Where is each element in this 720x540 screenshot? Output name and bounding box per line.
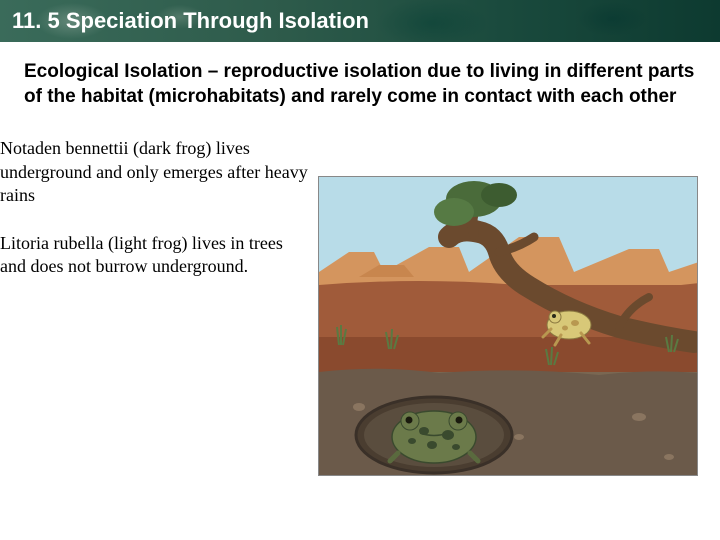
slide-header: 11. 5 Speciation Through Isolation [0,0,720,42]
habitat-svg [319,177,698,476]
definition-text: Ecological Isolation – reproductive isol… [24,60,696,109]
slide-title: 11. 5 Speciation Through Isolation [12,8,369,34]
habitat-illustration [318,176,698,476]
species-2-description: Litoria rubella (light frog) lives in tr… [0,232,310,279]
species-1-description: Notaden bennettii (dark frog) lives unde… [0,137,310,207]
dark-frog-icon [390,411,478,463]
